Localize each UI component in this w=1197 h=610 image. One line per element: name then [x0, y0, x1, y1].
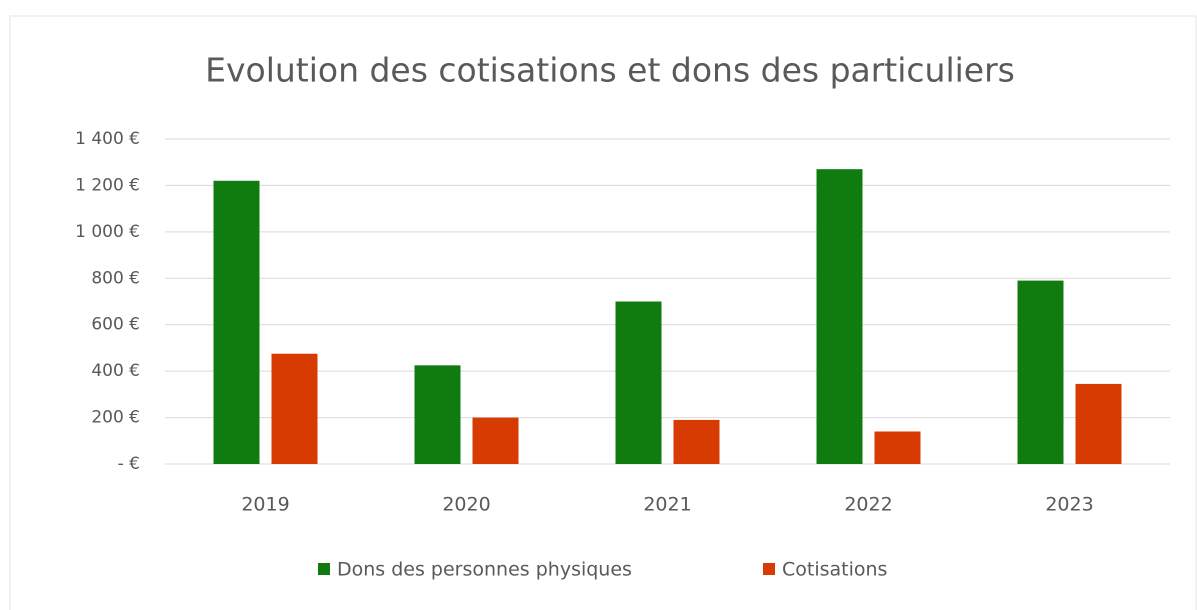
y-tick-label: 400 € [91, 361, 140, 381]
legend-label: Dons des personnes physiques [337, 559, 632, 581]
x-tick-label: 2019 [241, 494, 289, 516]
y-tick-label: 800 € [91, 268, 140, 288]
chart-frame [9, 15, 1197, 610]
y-tick-label: 1 000 € [75, 222, 140, 242]
legend-swatch [763, 563, 775, 575]
y-tick-label: 200 € [91, 408, 140, 428]
x-tick-label: 2023 [1045, 494, 1093, 516]
x-tick-label: 2021 [643, 494, 691, 516]
bar [816, 169, 863, 464]
y-tick-label: 1 400 € [75, 129, 140, 149]
bar [874, 431, 921, 464]
legend-swatch [318, 563, 330, 575]
y-tick-label: 600 € [91, 315, 140, 335]
bar [673, 419, 720, 464]
legend-label: Cotisations [782, 559, 887, 581]
bar [1017, 280, 1064, 464]
bar [472, 417, 519, 464]
bar [271, 353, 318, 464]
bar [414, 365, 461, 464]
x-tick-label: 2022 [844, 494, 892, 516]
x-tick-label: 2020 [442, 494, 490, 516]
bar [615, 301, 662, 464]
bar [1075, 383, 1122, 464]
chart-title: Evolution des cotisations et dons des pa… [205, 51, 1015, 90]
y-tick-label: 1 200 € [75, 175, 140, 195]
bar [213, 180, 260, 465]
y-tick-label: - € [118, 454, 140, 474]
